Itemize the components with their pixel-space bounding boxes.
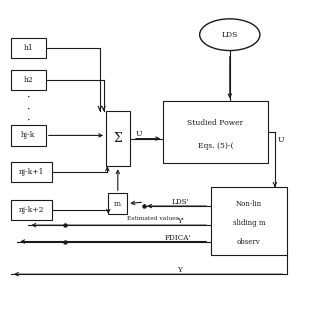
Bar bbox=[11, 125, 46, 146]
Text: sliding m: sliding m bbox=[233, 219, 265, 227]
Text: Non-lin: Non-lin bbox=[236, 200, 262, 208]
Text: ·
·
·: · · · bbox=[27, 93, 30, 126]
Bar bbox=[108, 193, 127, 214]
Bar bbox=[11, 200, 52, 220]
Text: h1: h1 bbox=[23, 44, 33, 52]
Text: nj-k+1: nj-k+1 bbox=[19, 168, 44, 176]
Text: U: U bbox=[135, 130, 142, 138]
Text: U: U bbox=[277, 136, 284, 144]
Ellipse shape bbox=[200, 19, 260, 51]
Text: LDS': LDS' bbox=[172, 198, 189, 206]
Bar bbox=[11, 69, 46, 90]
Bar bbox=[11, 38, 46, 59]
Text: Y: Y bbox=[177, 266, 181, 274]
Text: Eqs. (5)-(: Eqs. (5)-( bbox=[198, 142, 233, 150]
Bar bbox=[163, 101, 268, 163]
Text: h2: h2 bbox=[23, 76, 33, 84]
Bar bbox=[11, 162, 52, 182]
Text: observ: observ bbox=[237, 238, 261, 246]
Text: Estimated values: Estimated values bbox=[127, 216, 179, 221]
Bar bbox=[106, 111, 130, 166]
Bar bbox=[211, 187, 287, 255]
Text: Studied Power: Studied Power bbox=[188, 119, 244, 127]
Text: nj-k+2: nj-k+2 bbox=[19, 206, 44, 214]
Text: FDICA': FDICA' bbox=[164, 234, 191, 242]
Text: Σ: Σ bbox=[114, 132, 123, 145]
Text: m: m bbox=[114, 200, 121, 208]
Text: Y': Y' bbox=[177, 217, 184, 225]
Text: LDS: LDS bbox=[222, 31, 238, 39]
Text: hj-k: hj-k bbox=[21, 132, 36, 140]
